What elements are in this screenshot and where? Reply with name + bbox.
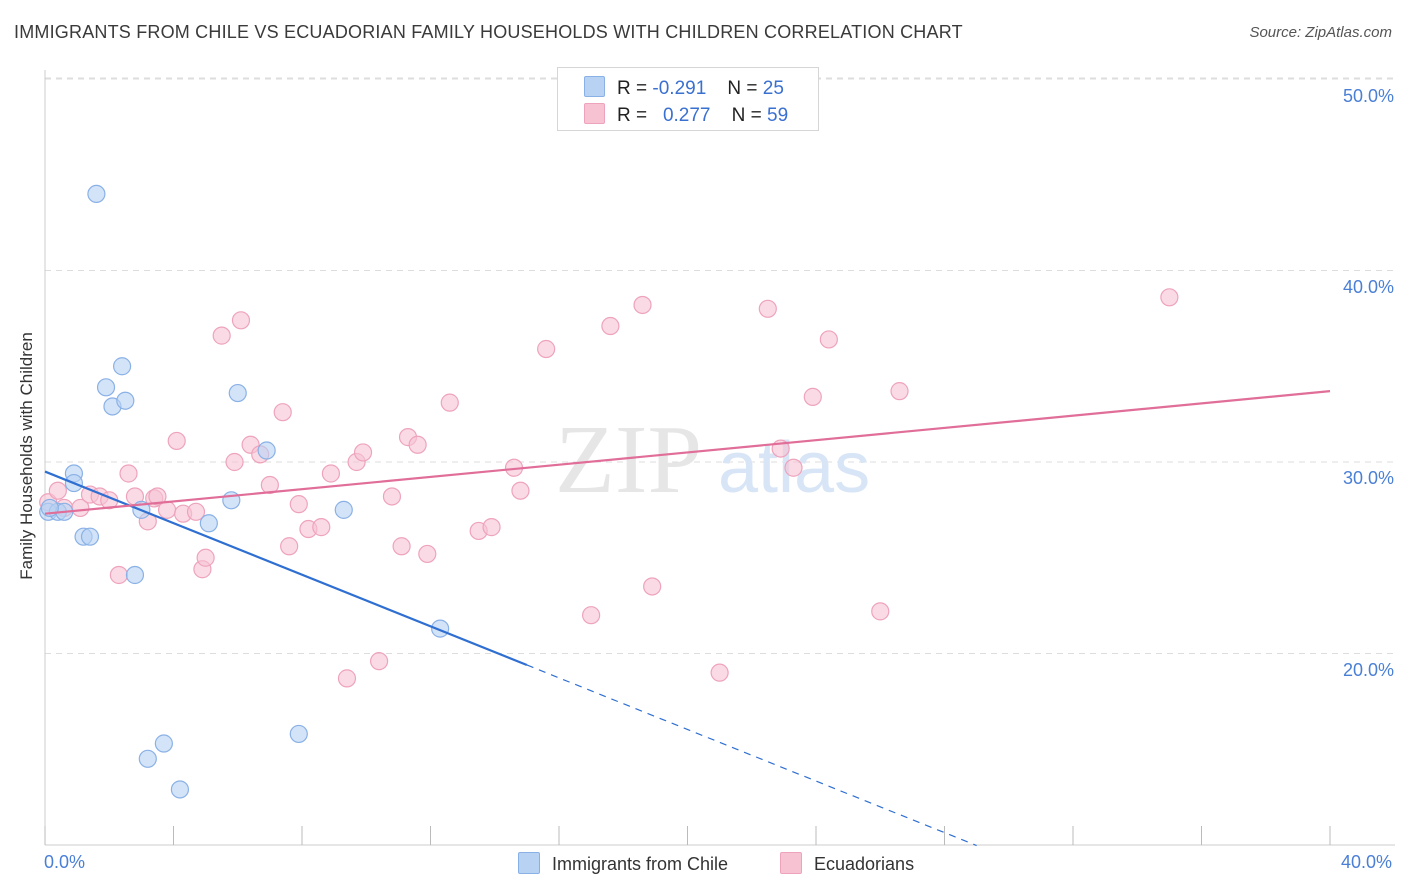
ecuadorians-n-value: 59	[767, 105, 789, 126]
chile-point-21	[289, 724, 308, 744]
chile-trend-line	[44, 470, 528, 667]
chile-point-15	[154, 734, 173, 753]
ecuadorians-point-55	[819, 330, 838, 349]
chile-trend-extension	[526, 664, 977, 847]
ecuadorians-point-49	[643, 577, 662, 596]
ecuadorians-point-38	[408, 435, 427, 454]
ecuadorians-r-value: 0.277	[662, 105, 711, 126]
stats-legend: R = -0.291 N = 25 R = 0.277 N = 59	[557, 67, 819, 131]
y-tick-label-20: 20.0%	[1342, 660, 1394, 680]
ecuadorians-point-36	[392, 537, 411, 556]
chile-point-12	[125, 565, 145, 585]
ecuadorians-point-27	[289, 495, 308, 514]
ecuadorians-point-14	[167, 431, 186, 451]
chile-point-19	[228, 383, 247, 403]
ecuadorians-point-26	[280, 537, 299, 556]
chile-point-16	[170, 780, 190, 799]
ecuadorians-point-48	[633, 295, 652, 315]
ecuadorians-point-12	[148, 487, 167, 506]
ecuadorians-point-29	[312, 518, 331, 537]
ecuadorians-point-31	[337, 669, 357, 688]
ecuadorians-swatch	[584, 103, 605, 124]
trend-lines	[44, 390, 1331, 847]
chile-point-22	[334, 500, 353, 519]
ecuadorians-point-42	[482, 518, 501, 537]
ecuadorians-point-13	[157, 500, 177, 519]
ecuadorians-point-47	[601, 316, 620, 336]
chile-point-17	[199, 514, 218, 533]
ecuadorians-point-19	[212, 326, 231, 345]
y-tick-label-30: 30.0%	[1342, 468, 1394, 488]
x-tick-label-min: 0.0%	[44, 852, 86, 872]
x-tick-label-max: 40.0%	[1340, 852, 1392, 872]
ecuadorians-point-39	[418, 544, 437, 564]
y-axis-label: Family Households with Children	[17, 332, 36, 580]
ecuadorians-point-46	[582, 606, 601, 625]
legend-chile-label: Immigrants from Chile	[552, 854, 729, 874]
ecuadorians-point-16	[186, 502, 206, 521]
chile-point-14	[138, 749, 157, 768]
ecuadorians-point-7	[109, 565, 128, 585]
ecuadorians-point-24	[260, 475, 279, 495]
y-tick-label-40: 40.0%	[1342, 277, 1394, 297]
ecuadorians-point-34	[370, 652, 389, 671]
legend-item-ecuadorians[interactable]: Ecuadorians	[780, 852, 914, 875]
chile-point-10	[112, 357, 132, 376]
ecuadorians-point-33	[353, 443, 373, 462]
ecuadorians-point-25	[273, 403, 292, 422]
chile-point-7	[87, 184, 106, 203]
ecuadorians-point-54	[803, 387, 822, 406]
ecuadorians-point-44	[511, 481, 530, 500]
ecuadorians-point-58	[1160, 288, 1179, 307]
series-ecuadorians	[39, 288, 1179, 688]
legend-ecuadorians-label: Ecuadorians	[814, 854, 915, 874]
ecuadorians-point-57	[890, 382, 909, 401]
ecuadorians-point-51	[758, 299, 777, 318]
legend-ecuadorians-swatch	[780, 852, 802, 874]
ecuadorians-point-20	[225, 452, 244, 472]
chile-point-20	[257, 441, 276, 460]
legend-chile-swatch	[518, 852, 540, 874]
ecuadorians-point-35	[382, 487, 402, 506]
stats-row-ecuadorians: R = 0.277 N = 59	[584, 103, 788, 127]
ecuadorians-point-8	[119, 464, 138, 483]
ecuadorians-point-30	[321, 464, 341, 483]
ecuadorians-point-53	[784, 458, 803, 477]
chile-point-8	[96, 378, 116, 397]
chart-title: IMMIGRANTS FROM CHILE VS ECUADORIAN FAMI…	[14, 22, 963, 42]
ecuadorians-point-50	[710, 663, 729, 682]
chile-point-6	[80, 527, 100, 546]
ecuadorians-point-40	[440, 393, 459, 412]
ecuadorians-point-18	[196, 548, 215, 567]
axes	[44, 70, 1395, 846]
chile-swatch	[584, 76, 605, 97]
legend-item-chile[interactable]: Immigrants from Chile	[518, 852, 728, 875]
series-immigrants-from-chile	[39, 184, 450, 799]
ecuadorians-point-21	[231, 311, 251, 330]
chile-point-11	[116, 391, 135, 410]
watermark-zip: ZIP	[555, 406, 702, 514]
ecuadorians-point-56	[871, 602, 890, 621]
chile-n-value: 25	[762, 78, 784, 99]
y-tick-label-50: 50.0%	[1342, 86, 1394, 106]
ecuadorians-point-45	[537, 339, 556, 359]
chile-r-value: -0.291	[652, 78, 707, 99]
ecuadorians-trend-line	[44, 390, 1331, 515]
grid-lines	[45, 77, 1395, 654]
ecuadorians-point-1	[48, 481, 67, 500]
source-label: Source: ZipAtlas.com	[1249, 24, 1392, 41]
stats-row-chile: R = -0.291 N = 25	[584, 76, 784, 100]
